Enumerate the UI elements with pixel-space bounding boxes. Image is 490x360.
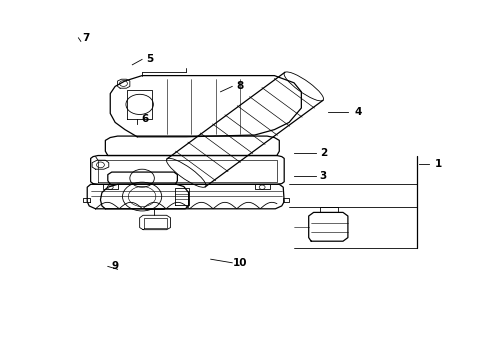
Text: 5: 5 [146, 54, 153, 64]
Text: 6: 6 [141, 114, 148, 124]
Text: 2: 2 [320, 148, 327, 158]
Text: 3: 3 [320, 171, 327, 181]
Text: 4: 4 [354, 107, 362, 117]
Text: 8: 8 [237, 81, 244, 91]
Text: 10: 10 [233, 258, 247, 268]
Text: 1: 1 [435, 159, 442, 169]
Text: 9: 9 [112, 261, 119, 271]
Text: 7: 7 [82, 33, 90, 43]
